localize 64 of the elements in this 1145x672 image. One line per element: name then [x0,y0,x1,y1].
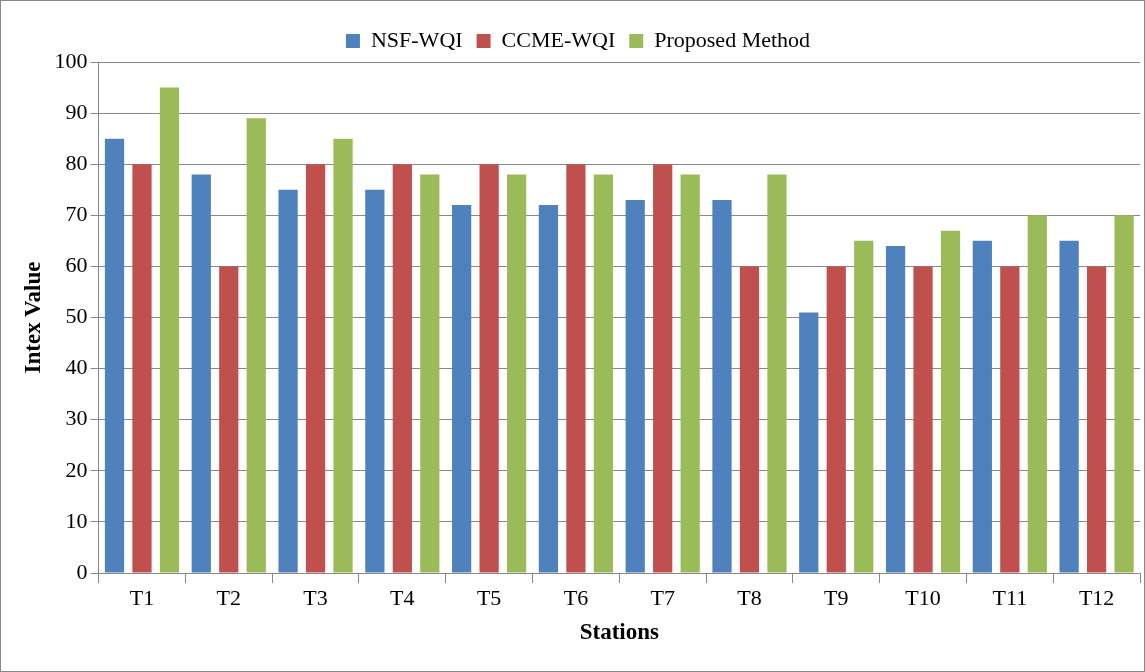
bar [246,118,266,573]
bar [767,174,787,573]
y-tick-label: 80 [65,149,88,175]
bar [159,87,180,573]
bar [305,164,326,573]
x-tick-label: T8 [737,584,762,610]
bar [854,240,874,573]
bar [1114,215,1134,573]
y-axis-title: Intex Value [19,261,45,374]
bar [104,138,125,573]
bar [680,174,700,573]
bar [1027,215,1047,573]
bar [1086,266,1107,573]
x-tick-label: T12 [1078,584,1115,610]
bar [452,205,472,573]
bar [739,266,760,573]
bar [913,266,933,573]
legend-label: Proposed Method [654,26,811,52]
legend-label: CCME-WQI [501,26,616,52]
bar [940,230,961,573]
bar [506,174,527,573]
x-tick-label: T3 [303,584,328,610]
x-tick-label: T4 [390,584,415,610]
bar [219,266,239,573]
x-tick-label: T5 [476,584,502,610]
y-tick-label: 20 [65,456,88,482]
legend-label: NSF-WQI [370,26,463,52]
x-tick-label: T9 [824,584,849,610]
bar [191,174,211,573]
bar [625,199,645,573]
x-tick-label: T7 [650,584,675,610]
y-tick-label: 10 [65,507,88,533]
bar [972,240,992,573]
x-axis-title: Stations [579,619,659,645]
y-tick-label: 0 [76,558,88,584]
bar [1000,266,1020,573]
bar [826,266,846,573]
y-tick-label: 100 [54,47,88,73]
bar [799,312,819,573]
bar [712,199,732,573]
y-tick-label: 90 [65,98,88,124]
x-tick-label: T11 [992,584,1028,610]
bar [365,189,385,573]
bar [333,138,353,573]
bar [479,164,499,573]
x-tick-label: T6 [563,584,589,610]
bar [593,174,614,573]
bar [653,164,673,573]
bar [278,189,298,573]
bar [885,245,906,573]
bar [566,164,586,573]
x-tick-label: T10 [905,584,941,610]
y-tick-label: 30 [65,405,88,431]
y-tick-label: 50 [65,303,88,329]
y-tick-label: 40 [65,354,88,380]
y-tick-label: 60 [65,252,88,278]
y-tick-label: 70 [65,201,88,227]
bar [1059,240,1079,573]
bar [420,174,440,573]
bar [392,164,412,573]
x-tick-label: T1 [129,584,155,610]
bar [538,205,559,573]
x-tick-label: T2 [216,584,241,610]
bar [132,164,152,573]
